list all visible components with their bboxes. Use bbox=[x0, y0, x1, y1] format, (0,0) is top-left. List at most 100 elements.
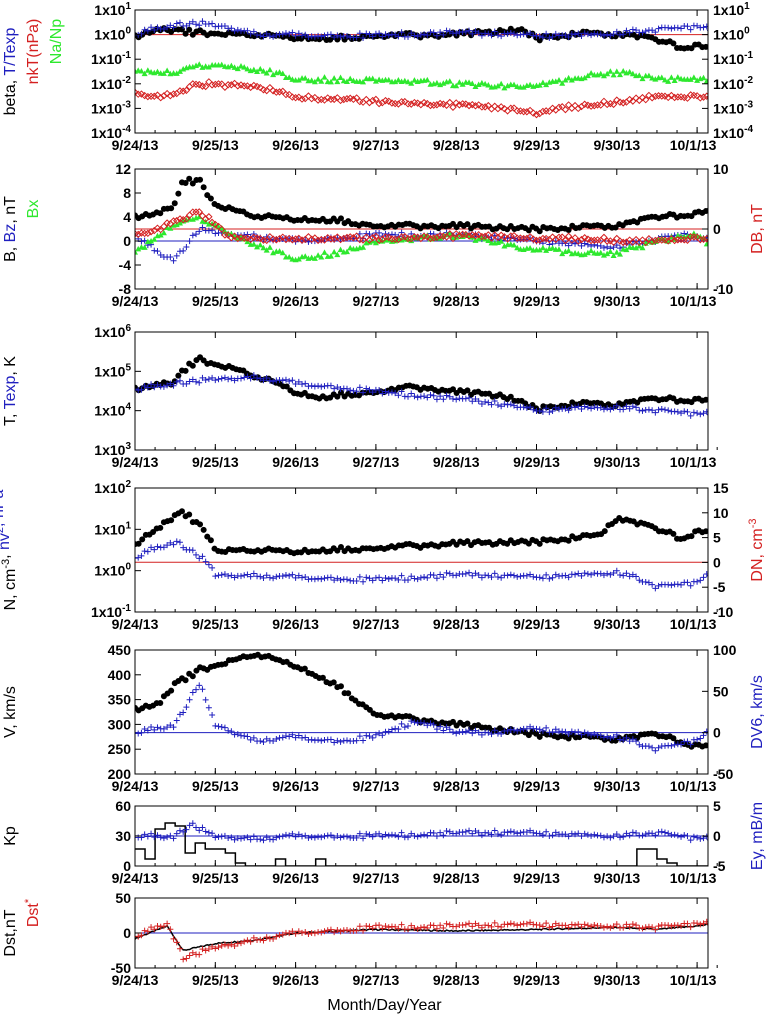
data-point bbox=[607, 32, 614, 39]
data-point bbox=[315, 736, 322, 743]
data-point bbox=[337, 928, 344, 935]
data-point bbox=[539, 923, 546, 930]
data-point bbox=[706, 44, 708, 51]
data-point bbox=[491, 398, 498, 405]
data-point bbox=[273, 736, 280, 743]
data-point bbox=[581, 921, 588, 928]
y-tick-label: -4 bbox=[119, 257, 132, 273]
data-point bbox=[459, 81, 466, 87]
data-point bbox=[613, 249, 620, 255]
data-point bbox=[175, 372, 182, 379]
data-point bbox=[501, 84, 508, 91]
data-point bbox=[424, 394, 431, 401]
data-point bbox=[462, 395, 469, 402]
data-point bbox=[189, 208, 197, 216]
data-point bbox=[478, 574, 485, 581]
data-point bbox=[273, 834, 280, 841]
data-point bbox=[714, 391, 720, 397]
data-point bbox=[696, 235, 705, 244]
data-point bbox=[536, 33, 543, 40]
data-point bbox=[517, 31, 524, 38]
data-point bbox=[272, 236, 281, 244]
data-point bbox=[140, 229, 149, 238]
data-point bbox=[498, 730, 505, 737]
data-point bbox=[575, 250, 582, 257]
x-tick-label: 10/1/13 bbox=[670, 454, 717, 470]
data-point bbox=[263, 934, 270, 941]
data-point bbox=[392, 390, 399, 397]
data-point bbox=[324, 927, 331, 934]
data-point bbox=[613, 731, 620, 738]
data-point bbox=[382, 575, 389, 582]
data-point bbox=[228, 375, 235, 382]
data-point bbox=[250, 372, 257, 379]
data-point bbox=[395, 833, 402, 840]
data-point bbox=[572, 404, 579, 411]
data-point bbox=[144, 92, 152, 101]
data-point bbox=[687, 924, 694, 931]
data-point bbox=[315, 32, 322, 39]
y-tick-label: 1x100 bbox=[94, 562, 131, 579]
data-point bbox=[694, 22, 701, 29]
data-point bbox=[687, 837, 694, 844]
data-point bbox=[536, 236, 544, 244]
data-point bbox=[376, 830, 383, 837]
x-tick-label: 9/26/13 bbox=[272, 454, 319, 470]
data-point bbox=[565, 247, 572, 254]
x-tick-label: 10/1/13 bbox=[670, 778, 717, 794]
data-point bbox=[182, 215, 191, 223]
data-point bbox=[186, 238, 193, 245]
data-point bbox=[565, 833, 572, 840]
data-point bbox=[649, 581, 656, 588]
data-point bbox=[334, 393, 341, 400]
data-point bbox=[417, 574, 424, 581]
data-point bbox=[491, 827, 498, 834]
data-point bbox=[652, 832, 659, 839]
data-point bbox=[520, 404, 527, 411]
data-point bbox=[186, 822, 193, 829]
y-tick-label: 400 bbox=[108, 667, 132, 683]
data-point bbox=[189, 820, 196, 827]
data-point bbox=[270, 249, 277, 256]
data-point bbox=[151, 546, 158, 553]
left-axis-label-2: Bx bbox=[25, 200, 42, 219]
data-point bbox=[433, 79, 440, 86]
data-point bbox=[536, 733, 543, 740]
data-point bbox=[240, 234, 248, 242]
data-point bbox=[147, 92, 155, 101]
data-point bbox=[263, 247, 270, 253]
data-point bbox=[543, 724, 550, 731]
data-point bbox=[584, 570, 591, 577]
y-tick-label: 300 bbox=[108, 716, 132, 732]
data-point bbox=[299, 929, 306, 936]
data-point bbox=[231, 836, 238, 843]
data-point bbox=[369, 833, 376, 840]
data-point bbox=[196, 379, 203, 386]
y-tick-label: 350 bbox=[108, 692, 132, 708]
data-point bbox=[514, 32, 521, 39]
data-point bbox=[193, 686, 200, 693]
data-point bbox=[700, 235, 707, 241]
data-point bbox=[584, 31, 591, 38]
data-point bbox=[379, 925, 386, 932]
data-point bbox=[209, 711, 216, 718]
data-point bbox=[443, 569, 450, 576]
data-point bbox=[668, 742, 675, 749]
data-point bbox=[156, 93, 165, 102]
data-point bbox=[565, 33, 572, 40]
data-point bbox=[353, 577, 360, 584]
data-point bbox=[703, 833, 708, 840]
data-point bbox=[286, 733, 293, 740]
data-point bbox=[378, 98, 387, 107]
data-point bbox=[272, 88, 281, 96]
data-point bbox=[578, 833, 585, 840]
data-point bbox=[421, 923, 428, 930]
data-point bbox=[260, 937, 267, 944]
data-point bbox=[555, 246, 562, 252]
x-tick-label: 9/30/13 bbox=[593, 454, 640, 470]
data-point bbox=[481, 103, 489, 111]
data-point bbox=[584, 922, 591, 929]
data-point bbox=[464, 221, 471, 228]
data-point bbox=[661, 829, 668, 836]
